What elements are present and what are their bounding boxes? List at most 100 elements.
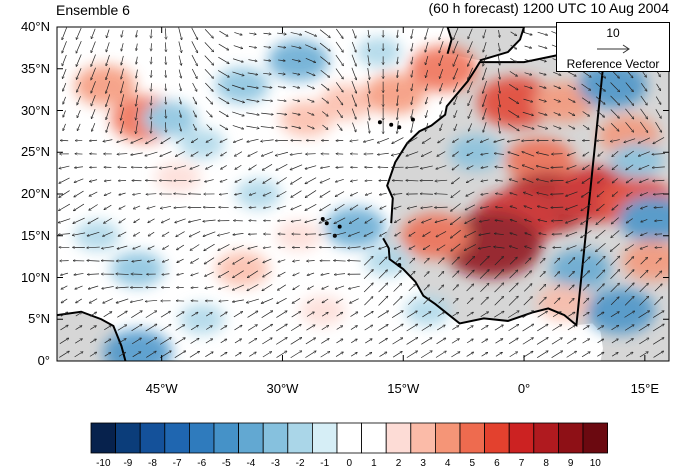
wind-vector bbox=[179, 110, 181, 117]
wind-vector bbox=[408, 218, 417, 223]
wind-vector bbox=[117, 138, 128, 143]
wind-vector bbox=[480, 219, 490, 222]
wind-vector bbox=[610, 256, 619, 266]
wind-vector bbox=[537, 125, 548, 129]
wind-vector bbox=[439, 69, 444, 78]
wind-vector bbox=[352, 29, 355, 38]
wind-vector bbox=[508, 338, 518, 345]
wind-vector bbox=[522, 324, 534, 332]
wind-vector bbox=[203, 231, 216, 237]
wind-vector bbox=[421, 206, 433, 209]
wind-vector bbox=[307, 125, 314, 129]
wind-vector bbox=[451, 352, 460, 358]
wind-vector bbox=[290, 338, 302, 345]
wind-vector bbox=[536, 152, 549, 156]
wind-vector bbox=[291, 176, 302, 184]
wind-vector bbox=[246, 112, 259, 115]
wind-vector bbox=[499, 30, 500, 37]
wind-vector bbox=[597, 352, 603, 357]
wind-vector bbox=[437, 312, 445, 317]
wind-vector bbox=[481, 180, 489, 181]
wind-vector bbox=[640, 192, 649, 195]
wind-vector bbox=[218, 43, 229, 50]
wind-vector bbox=[75, 167, 83, 168]
wind-vector bbox=[263, 60, 271, 61]
wind-vector bbox=[451, 229, 461, 238]
wind-vector bbox=[406, 166, 419, 168]
wind-vector bbox=[536, 179, 549, 183]
wind-vector bbox=[406, 311, 417, 318]
wind-vector bbox=[160, 311, 170, 318]
wind-vector bbox=[160, 324, 170, 332]
wind-vector bbox=[464, 244, 477, 250]
wind-vector bbox=[468, 123, 473, 131]
wind-vector bbox=[191, 151, 199, 156]
colorbar-box bbox=[188, 422, 215, 454]
wind-vector bbox=[522, 152, 535, 157]
wind-vector bbox=[508, 324, 519, 332]
wind-vector bbox=[136, 82, 138, 92]
lat-label: 0° bbox=[37, 353, 50, 368]
wind-vector bbox=[87, 274, 100, 275]
wind-vector bbox=[178, 83, 181, 90]
wind-vector bbox=[453, 54, 459, 67]
wind-vector bbox=[75, 312, 82, 317]
wind-vector bbox=[451, 339, 459, 344]
wind-vector bbox=[436, 231, 447, 236]
colorbar-box bbox=[558, 422, 584, 454]
lat-label: 30°N bbox=[20, 102, 50, 118]
wind-vector bbox=[639, 296, 648, 306]
island bbox=[337, 224, 342, 229]
lat-label: 10°N bbox=[20, 269, 50, 285]
wind-vector bbox=[191, 258, 199, 263]
wind-vector bbox=[89, 298, 98, 303]
wind-vector bbox=[408, 284, 416, 292]
wind-vector bbox=[176, 312, 184, 317]
wind-vector bbox=[638, 324, 649, 332]
wind-vector bbox=[263, 271, 272, 277]
wind-vector bbox=[397, 56, 398, 64]
wind-vector bbox=[397, 120, 399, 133]
wind-vector bbox=[319, 42, 330, 51]
wind-vector bbox=[136, 107, 139, 120]
wind-vector bbox=[119, 205, 126, 209]
wind-vector bbox=[466, 312, 473, 317]
wind-vector bbox=[508, 97, 519, 103]
wind-vector bbox=[217, 70, 229, 77]
wind-vector bbox=[377, 137, 390, 143]
colorbar-level: -6 bbox=[197, 458, 207, 469]
wind-vector bbox=[481, 352, 488, 357]
wind-vector bbox=[655, 220, 663, 221]
wind-vector bbox=[204, 55, 214, 65]
anomaly-patch bbox=[110, 251, 165, 287]
wind-vector bbox=[525, 233, 532, 236]
wind-vector bbox=[104, 325, 111, 331]
wind-vector bbox=[568, 258, 574, 265]
wind-vector bbox=[422, 218, 432, 223]
wind-vector bbox=[365, 180, 373, 181]
wind-vector bbox=[175, 218, 186, 223]
wind-vector bbox=[553, 112, 561, 115]
wind-vector bbox=[233, 233, 244, 234]
lat-label: 40°N bbox=[20, 19, 50, 34]
wind-vector bbox=[247, 138, 259, 142]
wind-vector bbox=[440, 96, 443, 104]
wind-vector bbox=[160, 338, 171, 345]
wind-vector bbox=[568, 298, 574, 304]
wind-vector bbox=[106, 29, 110, 38]
wind-vector bbox=[597, 326, 604, 330]
wind-vector bbox=[466, 178, 474, 183]
wind-vector bbox=[177, 258, 184, 262]
wind-vector bbox=[58, 234, 71, 235]
wind-vector bbox=[91, 28, 96, 39]
wind-vector bbox=[394, 245, 402, 249]
wind-vector bbox=[192, 123, 196, 130]
wind-vector bbox=[336, 109, 342, 117]
wind-vector bbox=[176, 137, 185, 143]
wind-vector bbox=[454, 123, 458, 131]
wind-vector bbox=[582, 312, 589, 317]
wind-vector bbox=[435, 194, 448, 195]
wind-vector bbox=[218, 83, 229, 91]
wind-vector bbox=[411, 56, 414, 64]
wind-vector bbox=[89, 179, 98, 182]
